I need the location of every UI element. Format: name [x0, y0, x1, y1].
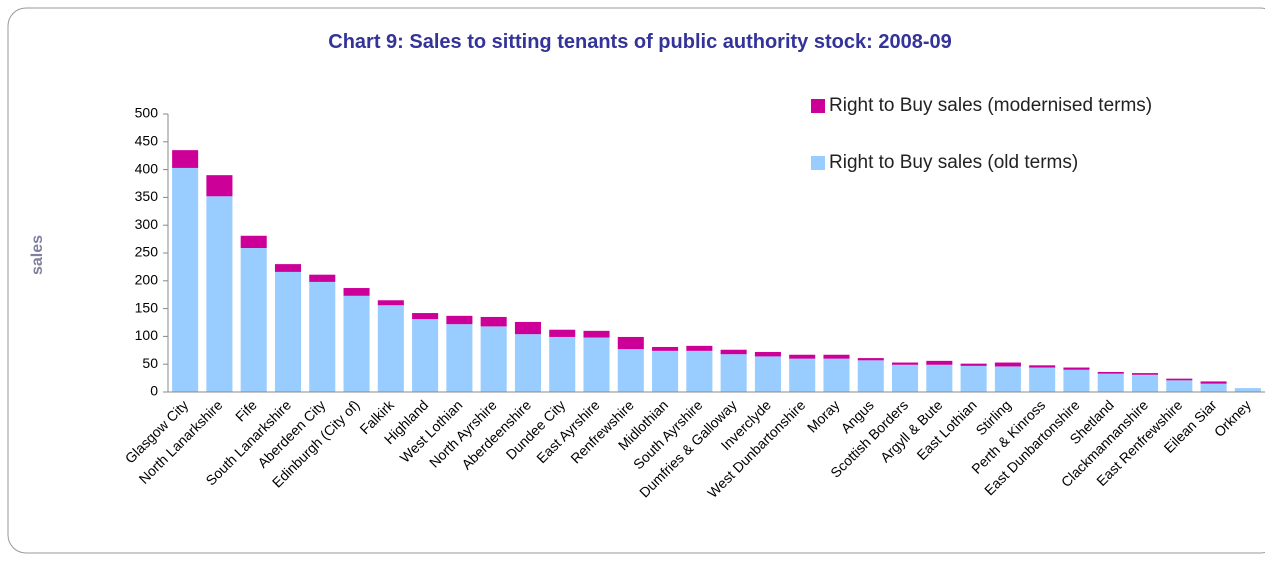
y-tick-label: 100 [135, 327, 159, 343]
bar-segment [1097, 373, 1124, 392]
bar-segment [1131, 373, 1159, 375]
bar-segment [1063, 369, 1090, 392]
bar-segment [446, 315, 473, 325]
bar-segment [377, 300, 404, 306]
bar-segment [994, 362, 1021, 367]
y-tick-label: 0 [150, 383, 158, 399]
bar-segment [343, 295, 370, 392]
bar-segment [412, 313, 439, 320]
bar-segment [754, 356, 781, 392]
bar-segment [480, 316, 507, 327]
legend-swatch [811, 156, 825, 170]
bar-segment [994, 366, 1021, 392]
bar-segment [1200, 383, 1227, 392]
bar-segment [617, 336, 644, 350]
y-tick-label: 500 [135, 105, 159, 121]
bar-segment [926, 360, 953, 365]
y-tick-label: 300 [135, 216, 159, 232]
chart-title: Chart 9: Sales to sitting tenants of pub… [328, 31, 951, 53]
bar-segment [686, 345, 713, 351]
y-tick-label: 450 [135, 133, 159, 149]
bar-segment [754, 351, 781, 357]
y-axis-label: sales [29, 235, 46, 275]
bar-segment [1200, 381, 1227, 384]
bar-segment [274, 264, 302, 272]
bar-segment [857, 358, 884, 361]
bar-segment [1097, 371, 1124, 374]
bar-segment [892, 364, 919, 392]
bar-segment [274, 271, 302, 392]
bar-segment [1166, 380, 1193, 392]
bar-segment [720, 349, 747, 355]
bar-segment [309, 274, 336, 282]
y-tick-label: 150 [135, 299, 159, 315]
bar-segment [172, 167, 199, 392]
y-tick-label: 250 [135, 244, 159, 260]
y-tick-label: 200 [135, 272, 159, 288]
chart-border [7, 7, 1265, 554]
bar-segment [926, 364, 953, 392]
bar-segment [960, 365, 987, 392]
bar-segment [960, 363, 987, 366]
bar-segment [686, 350, 713, 392]
legend-label: Right to Buy sales (modernised terms) [829, 95, 1152, 116]
bar-segment [1063, 367, 1090, 370]
bar-segment [617, 349, 644, 392]
bar-segment [480, 326, 507, 392]
bar-segment [412, 319, 439, 392]
bar-segment [789, 354, 816, 359]
bar-segment [377, 305, 404, 392]
bar-segment [514, 321, 541, 335]
bar-segment [823, 354, 850, 359]
bar-segment [583, 330, 610, 338]
bar-segment [720, 354, 747, 392]
bar-segment [240, 247, 267, 392]
bar-segment [549, 336, 576, 392]
bar-segment [309, 281, 336, 392]
legend-label: Right to Buy sales (old terms) [829, 152, 1078, 173]
y-tick-label: 350 [135, 188, 159, 204]
bar-segment [823, 358, 850, 392]
bar-segment [514, 334, 541, 392]
bar-segment [652, 350, 679, 392]
bar-segment [1166, 378, 1193, 381]
bar-segment [206, 175, 233, 197]
bar-segment [172, 150, 199, 168]
bar-segment [240, 235, 267, 248]
bar-segment [1029, 365, 1056, 368]
bar-segment [1234, 388, 1261, 392]
bar-segment [857, 360, 884, 392]
bar-segment [343, 288, 370, 296]
bar-segment [206, 196, 233, 392]
y-tick-label: 50 [142, 355, 158, 371]
bar-segment [652, 346, 679, 351]
y-tick-label: 400 [135, 160, 159, 176]
bar-segment [583, 337, 610, 392]
bar-segment [892, 362, 919, 365]
bar-segment [1029, 367, 1056, 392]
legend-swatch [811, 99, 825, 113]
bar-segment [549, 329, 576, 337]
bar-segment [789, 358, 816, 392]
bar-segment [446, 324, 473, 392]
bar-segment [1131, 374, 1159, 392]
